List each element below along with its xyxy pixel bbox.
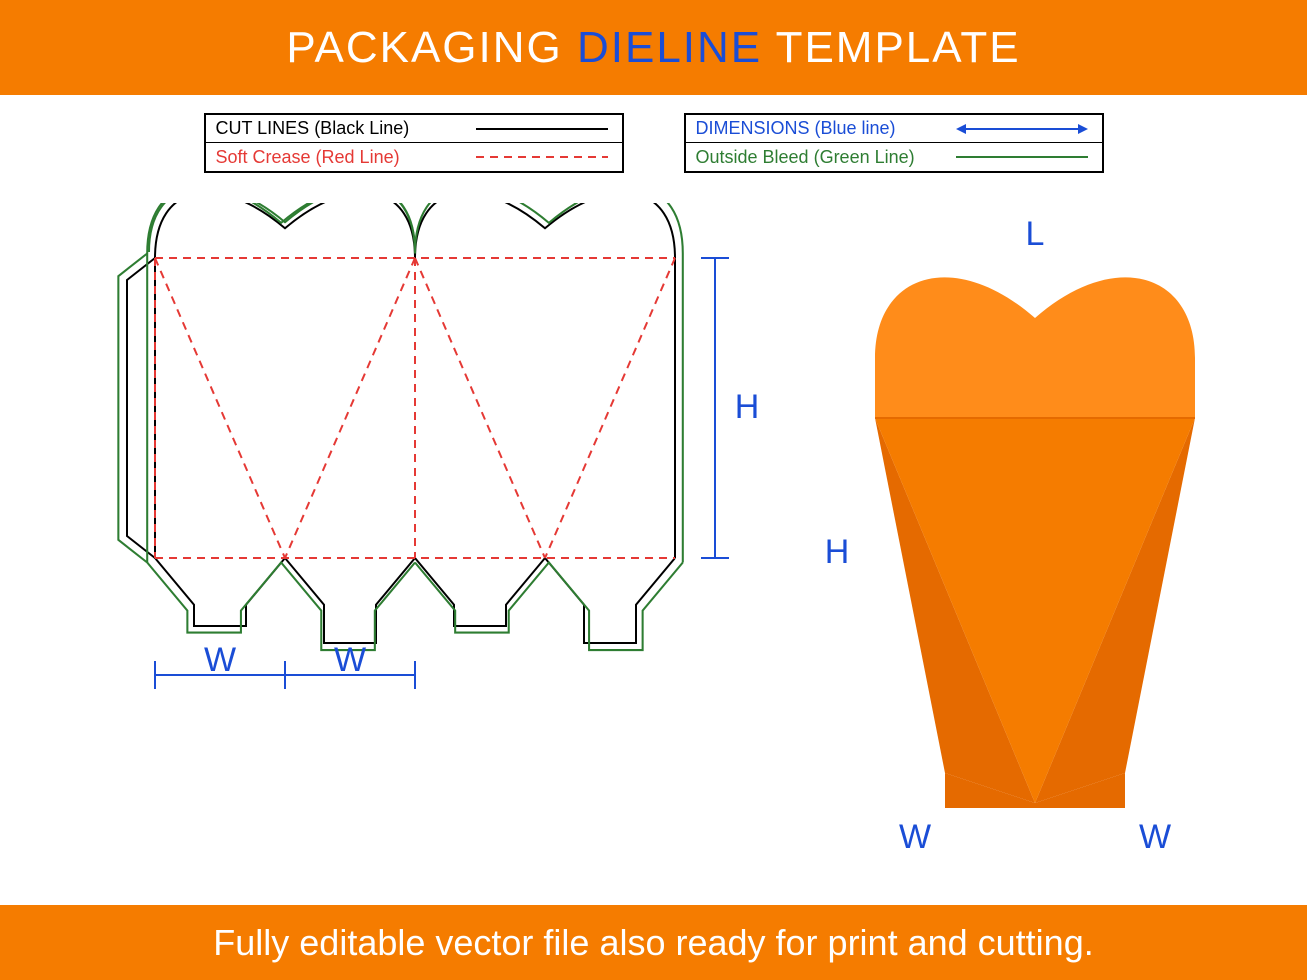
header-word-packaging: PACKAGING (286, 23, 577, 72)
legend-sample (952, 147, 1092, 167)
legend-sample (952, 119, 1092, 139)
dieline-area: L H W W (60, 203, 780, 888)
svg-text:H: H (825, 533, 850, 571)
legend-row: DIMENSIONS (Blue line) (686, 115, 1102, 143)
svg-text:W: W (899, 818, 931, 856)
legend-label: Outside Bleed (Green Line) (696, 147, 952, 168)
legend-row: Outside Bleed (Green Line) (686, 143, 1102, 171)
legend-label: DIMENSIONS (Blue line) (696, 118, 952, 139)
footer-bar: Fully editable vector file also ready fo… (0, 905, 1307, 980)
dieline-diagram: L H W W (60, 203, 780, 883)
header-word-dieline: DIELINE (577, 23, 762, 72)
header-bar: PACKAGING DIELINE TEMPLATE (0, 0, 1307, 95)
legend-label: Soft Crease (Red Line) (216, 147, 472, 168)
svg-text:W: W (334, 641, 366, 679)
legend-row: Soft Crease (Red Line) (206, 143, 622, 171)
header-title: PACKAGING DIELINE TEMPLATE (286, 23, 1020, 73)
legend-container: CUT LINES (Black Line) Soft Crease (Red L… (0, 113, 1307, 173)
legend-row: CUT LINES (Black Line) (206, 115, 622, 143)
rendered-area: L H W W (820, 203, 1250, 888)
header-word-template: TEMPLATE (762, 23, 1020, 72)
legend-sample (472, 119, 612, 139)
legend-sample (472, 147, 612, 167)
svg-text:W: W (1139, 818, 1171, 856)
svg-text:H: H (735, 388, 760, 426)
legend-label: CUT LINES (Black Line) (216, 118, 472, 139)
content-area: L H W W L H W W (0, 173, 1307, 888)
footer-text: Fully editable vector file also ready fo… (213, 922, 1093, 964)
svg-text:L: L (1026, 215, 1045, 253)
rendered-box: L H W W (820, 203, 1250, 883)
legend-box-right: DIMENSIONS (Blue line) Outside Bleed (Gre… (684, 113, 1104, 173)
svg-text:W: W (204, 641, 236, 679)
legend-box-left: CUT LINES (Black Line) Soft Crease (Red L… (204, 113, 624, 173)
